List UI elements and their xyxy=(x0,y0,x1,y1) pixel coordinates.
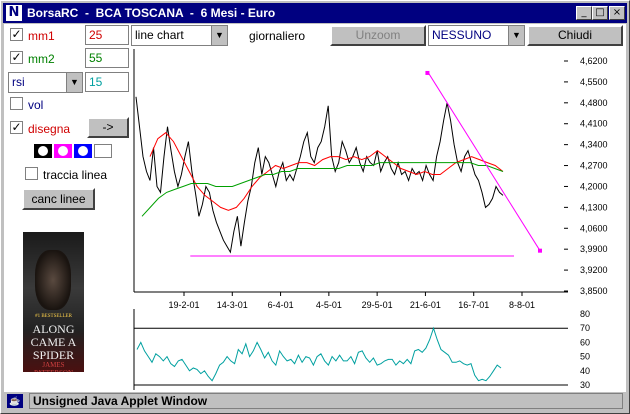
y-tick-label: 4,1300 xyxy=(580,202,608,212)
y-tick-label: 4,6200 xyxy=(580,56,608,66)
vol-label: vol xyxy=(28,98,44,112)
x-tick-label: 6-4-01 xyxy=(268,300,294,310)
color-swatch-black[interactable] xyxy=(34,144,52,158)
drawing-selection-value: NESSUNO xyxy=(432,28,492,42)
close-window-button[interactable]: × xyxy=(609,6,625,20)
indicator-select-value: rsi xyxy=(12,75,25,89)
rsi-tick-label: 40 xyxy=(580,366,590,376)
book-cover-title-2: CAME A xyxy=(30,335,77,349)
y-tick-label: 4,3400 xyxy=(580,140,608,150)
x-tick-label: 8-8-01 xyxy=(509,300,535,310)
chevron-down-icon: ▼ xyxy=(66,73,82,92)
y-tick-label: 4,4800 xyxy=(580,98,608,108)
window-title: BorsaRC - BCA TOSCANA - 6 Mesi - Euro xyxy=(27,6,276,20)
color-swatch-white[interactable] xyxy=(94,144,112,158)
trendline-handle xyxy=(538,248,542,253)
unzoom-button[interactable]: Unzoom xyxy=(330,25,426,46)
title-bar[interactable]: N BorsaRC - BCA TOSCANA - 6 Mesi - Euro … xyxy=(3,3,627,23)
y-tick-label: 4,2700 xyxy=(580,161,608,171)
vol-checkbox[interactable] xyxy=(10,97,23,110)
traccia-linea-label: traccia linea xyxy=(43,168,108,182)
color-swatch-blue[interactable] xyxy=(74,144,92,158)
y-tick-label: 4,2000 xyxy=(580,181,608,191)
y-tick-label: 4,4100 xyxy=(580,119,608,129)
drawn-trendline xyxy=(428,72,541,251)
maximize-icon: □ xyxy=(595,7,605,18)
rsi-tick-label: 80 xyxy=(580,309,590,319)
book-cover-badge: #1 BESTSELLER xyxy=(35,314,72,319)
x-tick-label: 16-7-01 xyxy=(458,300,489,310)
trendline-handle xyxy=(425,70,430,75)
color-swatches xyxy=(34,144,114,158)
java-applet-icon: ☕ xyxy=(7,394,23,408)
mm1-series-line xyxy=(149,132,504,211)
mm2-period-field[interactable]: 55 xyxy=(85,48,129,68)
applet-panel: ✓ mm1 25 ✓ mm2 55 rsi ▼ 15 vol ✓ disegna… xyxy=(4,24,626,392)
drawing-selection-select[interactable]: NESSUNO ▼ xyxy=(428,25,525,46)
chiudi-button[interactable]: Chiudi xyxy=(527,25,623,46)
mm2-series-line xyxy=(141,162,504,217)
chart-type-value: line chart xyxy=(135,28,184,42)
indicator-select[interactable]: rsi ▼ xyxy=(8,72,83,93)
rsi-tick-label: 60 xyxy=(580,337,590,347)
chart-area[interactable]: 4,6200 4,5500 4,4800 4,4100 4,3400 4,2700 4,20… xyxy=(4,24,626,392)
close-icon: × xyxy=(612,7,622,18)
book-cover-title-1: ALONG xyxy=(32,322,75,336)
status-text: Unsigned Java Applet Window xyxy=(29,393,623,409)
chevron-down-icon: ▼ xyxy=(508,26,524,45)
maximize-button[interactable]: □ xyxy=(592,6,608,20)
x-tick-label: 4-5-01 xyxy=(316,300,342,310)
x-tick-label: 14-3-01 xyxy=(217,300,248,310)
rsi-tick-label: 70 xyxy=(580,323,590,333)
mm1-period-field[interactable]: 25 xyxy=(85,25,129,45)
x-tick-label: 21-6-01 xyxy=(410,300,441,310)
mm1-checkbox[interactable]: ✓ xyxy=(10,27,23,41)
y-tick-label: 3,8500 xyxy=(580,286,608,296)
minimize-button[interactable]: _ xyxy=(576,6,592,20)
minimize-icon: _ xyxy=(581,7,587,18)
x-tick-label: 19-2-01 xyxy=(168,300,199,310)
canc-linee-button[interactable]: canc linee xyxy=(22,188,95,210)
y-tick-label: 4,5500 xyxy=(580,77,608,87)
color-swatch-magenta[interactable] xyxy=(54,144,72,158)
app-icon: N xyxy=(6,5,22,21)
book-cover-ad[interactable]: #1 BESTSELLER ALONG CAME A SPIDER JAMES … xyxy=(23,232,84,372)
x-tick-label: 29-5-01 xyxy=(362,300,393,310)
disegna-checkbox[interactable]: ✓ xyxy=(10,120,23,134)
y-tick-label: 3,9200 xyxy=(580,265,608,275)
chevron-down-icon: ▼ xyxy=(211,26,227,45)
mm2-label: mm2 xyxy=(28,52,55,66)
mm2-checkbox[interactable]: ✓ xyxy=(10,50,23,64)
y-tick-label: 4,0600 xyxy=(580,223,608,233)
indicator-period-field[interactable]: 15 xyxy=(85,72,129,92)
rsi-tick-label: 30 xyxy=(580,380,590,390)
rsi-tick-label: 50 xyxy=(580,352,590,362)
book-cover-portrait xyxy=(35,250,71,310)
mm1-label: mm1 xyxy=(28,29,55,43)
rsi-series-line xyxy=(136,326,502,382)
book-cover-author: JAMES PATTERSON xyxy=(34,361,73,372)
y-tick-label: 3,9900 xyxy=(580,244,608,254)
price-series-line xyxy=(135,96,504,254)
status-bar: ☕ Unsigned Java Applet Window xyxy=(3,392,627,411)
period-label: giornaliero xyxy=(249,29,306,43)
disegna-label: disegna xyxy=(28,122,71,136)
draw-tool-button[interactable]: -> xyxy=(87,117,129,138)
chart-type-select[interactable]: line chart ▼ xyxy=(131,25,228,46)
book-cover-title-3: SPIDER xyxy=(32,348,75,362)
traccia-linea-checkbox[interactable] xyxy=(25,167,38,180)
